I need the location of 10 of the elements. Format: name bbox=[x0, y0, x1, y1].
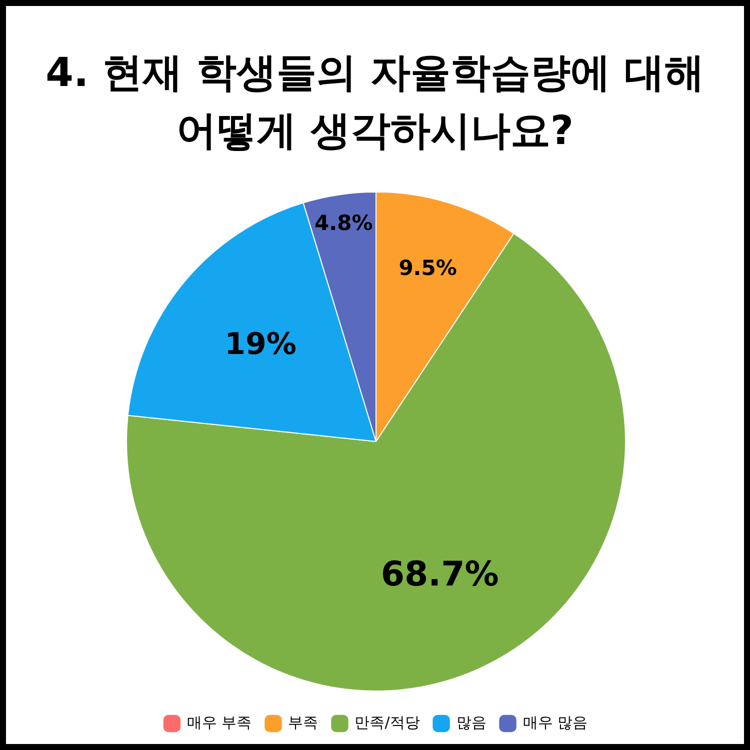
legend-label: 매우 부족 bbox=[186, 713, 252, 732]
legend-label: 만족/적당 bbox=[354, 713, 420, 732]
data-label: 19% bbox=[224, 327, 296, 362]
data-label: 68.7% bbox=[380, 554, 499, 595]
legend-label: 매우 많음 bbox=[522, 713, 588, 732]
data-label: 4.8% bbox=[314, 210, 373, 235]
legend-label: 많음 bbox=[456, 713, 486, 732]
chart-title: 4. 현재 학생들의 자율학습량에 대해 어떻게 생각하시나요? bbox=[44, 49, 706, 156]
data-label: 9.5% bbox=[398, 256, 457, 280]
legend-label: 부족 bbox=[288, 713, 318, 732]
